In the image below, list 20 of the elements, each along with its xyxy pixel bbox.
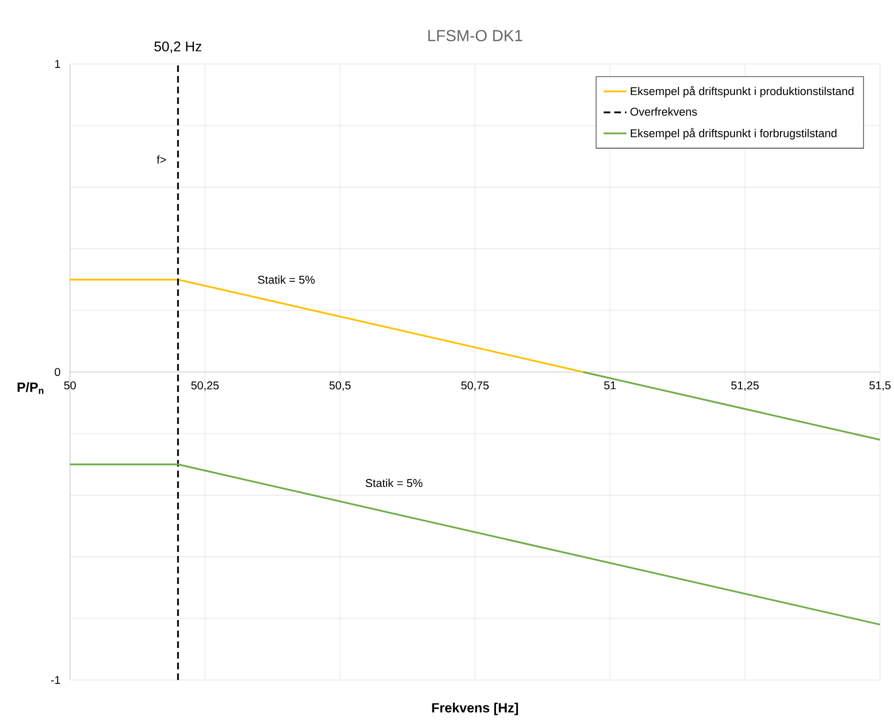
x-tick-label: 51,5 [869, 381, 891, 391]
x-axis-title: Frekvens [Hz] [432, 702, 518, 716]
x-tick-label: 51,25 [731, 381, 759, 391]
legend-label: Eksempel på driftspunkt i forbrugstilstand [630, 128, 836, 140]
x-tick-label: 50,5 [329, 381, 351, 391]
text: 50,2 Hz [154, 42, 202, 54]
y-tick-label: -1 [51, 676, 60, 684]
annotation: f> [156, 155, 166, 164]
y-tick-label: 1 [55, 60, 60, 68]
x-tick-label: 50 [64, 381, 76, 390]
x-tick-label: 50,75 [461, 381, 489, 391]
legend-label: Eksempel på driftspunkt i produktionstilstand [630, 86, 854, 98]
x-tick-label: 50,25 [191, 381, 219, 391]
annotation: Statik = 5% [258, 275, 315, 284]
legend-label: Overfrekvens [630, 107, 697, 116]
x-tick-label: 51 [604, 381, 616, 390]
y-axis-title: P/P$_{n}$ [18, 382, 44, 394]
annotation: Statik = 5% [366, 478, 422, 488]
chart-title: LFSM-O DK1 [428, 30, 522, 42]
y-tick-label: 0 [54, 368, 60, 376]
